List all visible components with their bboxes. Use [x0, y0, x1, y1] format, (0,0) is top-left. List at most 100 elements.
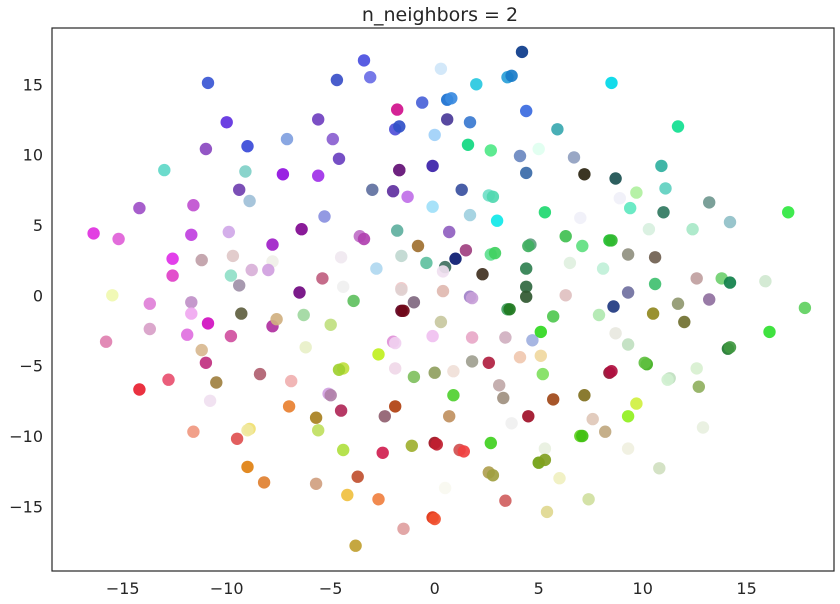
data-point	[438, 481, 452, 495]
data-point	[576, 429, 589, 443]
data-point	[503, 303, 516, 316]
data-point	[366, 183, 379, 196]
data-point	[520, 166, 533, 180]
data-point	[488, 246, 502, 260]
data-point	[235, 307, 248, 320]
data-point	[391, 103, 404, 116]
data-point	[393, 163, 406, 177]
data-point	[459, 244, 473, 257]
data-point	[334, 404, 348, 417]
data-point	[378, 410, 391, 423]
data-point	[563, 256, 577, 270]
data-point	[243, 194, 256, 208]
data-point	[162, 373, 175, 386]
x-tick-label: −15	[106, 579, 140, 598]
data-point	[332, 363, 346, 376]
data-point	[621, 410, 635, 423]
data-point	[449, 252, 462, 265]
data-point	[723, 215, 737, 229]
data-point	[397, 522, 410, 535]
data-point	[515, 45, 529, 59]
data-point	[578, 168, 591, 181]
data-point	[559, 289, 572, 302]
data-point	[613, 192, 626, 205]
x-tick-label: 5	[534, 579, 544, 598]
data-point	[428, 128, 441, 142]
data-point	[609, 172, 622, 185]
data-point	[465, 331, 479, 344]
data-point	[233, 279, 246, 292]
data-point	[239, 165, 252, 178]
data-point	[436, 284, 450, 298]
data-point	[241, 460, 254, 474]
data-point	[349, 539, 362, 552]
data-point	[696, 421, 710, 434]
data-point	[222, 225, 235, 239]
data-point	[520, 290, 533, 303]
data-point	[389, 336, 402, 350]
data-point	[357, 54, 371, 67]
data-point	[461, 138, 475, 151]
data-point	[334, 251, 348, 264]
data-point	[574, 211, 587, 225]
data-point	[686, 223, 699, 236]
data-point	[293, 286, 306, 299]
data-point	[201, 317, 215, 330]
data-point	[270, 313, 283, 326]
data-point	[312, 169, 325, 182]
data-point	[497, 391, 510, 405]
data-point	[133, 201, 146, 215]
data-point	[241, 424, 254, 437]
data-point	[199, 356, 213, 369]
data-point	[576, 239, 589, 253]
data-point	[499, 331, 512, 344]
data-point	[434, 315, 448, 329]
data-point	[203, 394, 217, 407]
data-point	[195, 253, 208, 267]
y-tick-label: 5	[33, 216, 43, 235]
data-point	[624, 201, 637, 215]
data-point	[592, 308, 606, 322]
data-point	[324, 389, 337, 402]
data-point	[671, 120, 685, 133]
data-point	[370, 262, 383, 275]
data-point	[578, 389, 591, 402]
data-point	[441, 113, 454, 126]
data-point	[166, 269, 179, 282]
data-point	[465, 291, 479, 305]
data-point	[397, 304, 410, 317]
data-point	[276, 168, 290, 181]
data-point	[351, 470, 364, 483]
data-point	[522, 239, 535, 253]
data-point	[393, 120, 406, 133]
points-layer	[87, 45, 812, 552]
data-point	[224, 329, 238, 343]
data-point	[661, 373, 674, 386]
data-point	[143, 322, 156, 336]
data-point	[638, 356, 651, 369]
data-point	[532, 142, 545, 156]
data-point	[505, 69, 518, 83]
data-point	[436, 265, 450, 278]
y-axis-ticks: −15 −10 −5 0 5 10 15	[9, 75, 43, 516]
chart-title: n_neighbors = 2	[362, 4, 518, 26]
data-point	[280, 132, 294, 146]
data-point	[596, 262, 610, 275]
data-point	[312, 113, 325, 126]
data-point	[166, 252, 179, 265]
data-point	[357, 232, 371, 246]
data-point	[185, 228, 198, 241]
data-point	[486, 469, 500, 482]
data-point	[407, 296, 421, 309]
data-point	[484, 144, 497, 157]
data-point	[692, 380, 705, 393]
data-point	[538, 442, 552, 455]
data-point	[690, 272, 703, 285]
x-tick-label: −10	[210, 579, 244, 598]
data-point	[659, 182, 672, 195]
data-point	[309, 477, 323, 490]
data-point	[553, 472, 566, 485]
data-point	[395, 249, 408, 263]
data-point	[389, 362, 402, 375]
